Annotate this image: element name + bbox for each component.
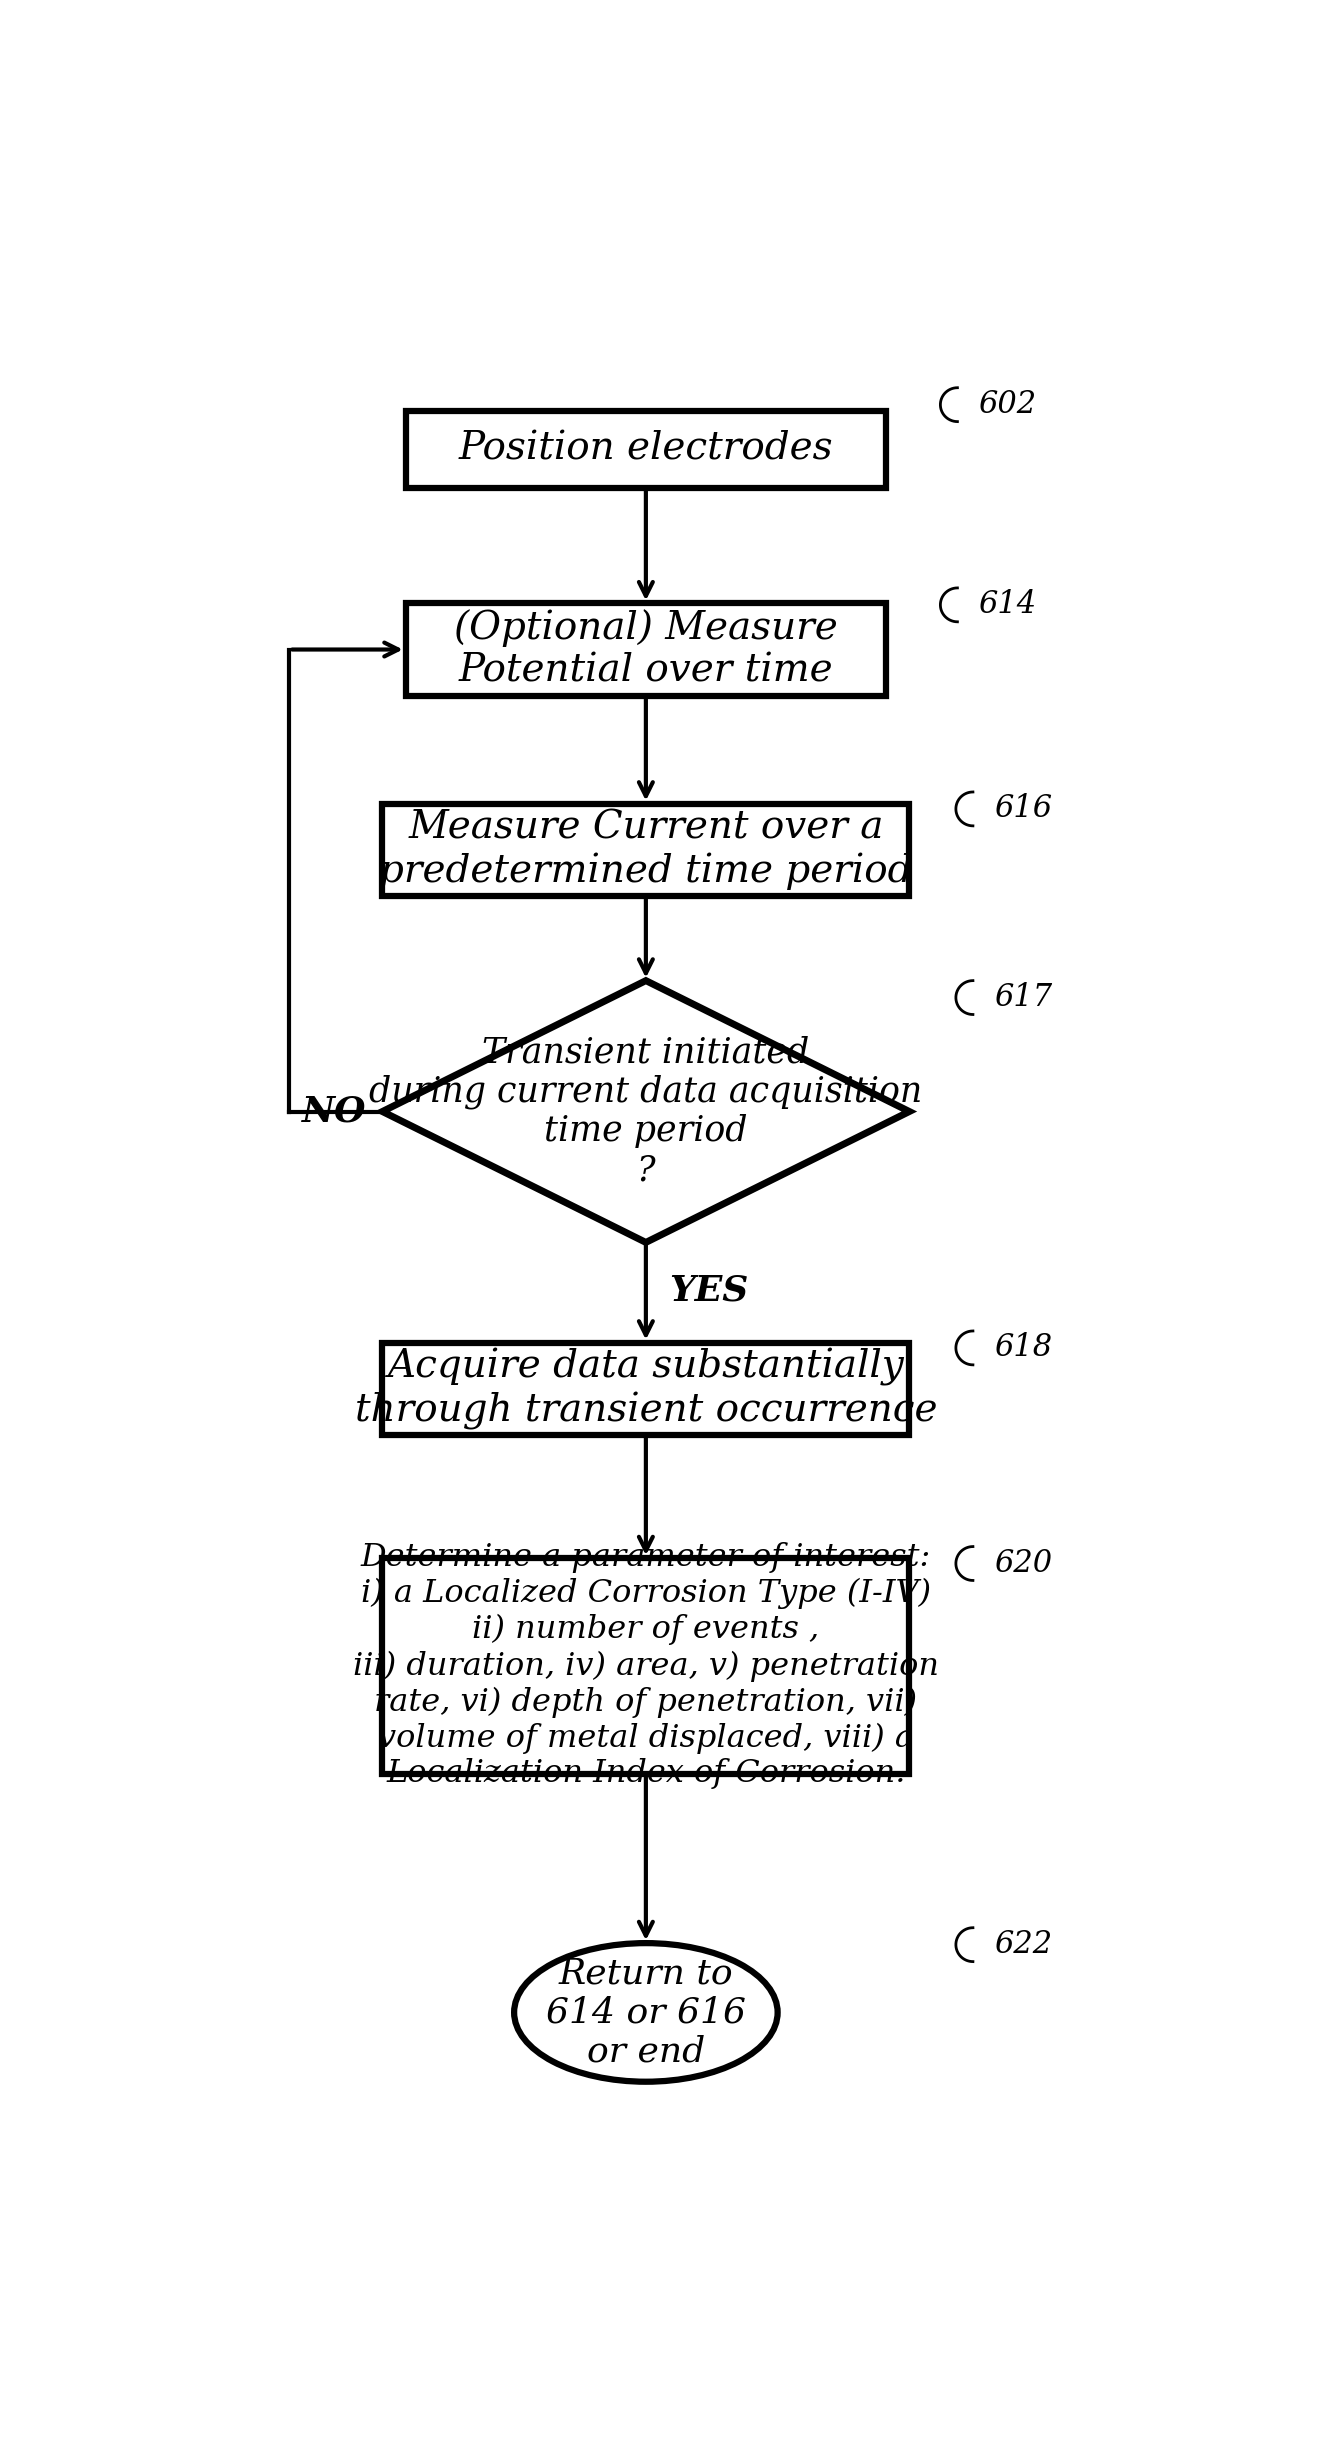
Text: Position electrodes: Position electrodes: [459, 431, 833, 468]
Text: 602: 602: [978, 389, 1036, 421]
Ellipse shape: [515, 1944, 778, 2082]
Polygon shape: [382, 979, 909, 1243]
Text: NO: NO: [303, 1095, 366, 1130]
Text: (Optional) Measure
Potential over time: (Optional) Measure Potential over time: [454, 610, 837, 689]
Text: Acquire data substantially
through transient occurrence: Acquire data substantially through trans…: [355, 1349, 937, 1430]
FancyBboxPatch shape: [406, 411, 886, 487]
FancyBboxPatch shape: [382, 1344, 909, 1435]
Text: Return to
614 or 616
or end: Return to 614 or 616 or end: [546, 1956, 746, 2070]
Text: 622: 622: [994, 1929, 1052, 1959]
FancyBboxPatch shape: [382, 1558, 909, 1774]
Text: 616: 616: [994, 792, 1052, 824]
Text: 617: 617: [994, 982, 1052, 1014]
Text: 618: 618: [994, 1331, 1052, 1363]
Text: 614: 614: [978, 588, 1036, 620]
Text: 620: 620: [994, 1548, 1052, 1580]
Text: YES: YES: [669, 1272, 749, 1307]
Text: Determine a parameter of interest:
i) a Localized Corrosion Type (I-IV)
ii) numb: Determine a parameter of interest: i) a …: [353, 1543, 939, 1789]
FancyBboxPatch shape: [382, 805, 909, 896]
Text: Measure Current over a
predetermined time period: Measure Current over a predetermined tim…: [380, 810, 913, 891]
Text: Transient initiated
during current data acquisition
time period
?: Transient initiated during current data …: [369, 1036, 922, 1189]
FancyBboxPatch shape: [406, 603, 886, 696]
